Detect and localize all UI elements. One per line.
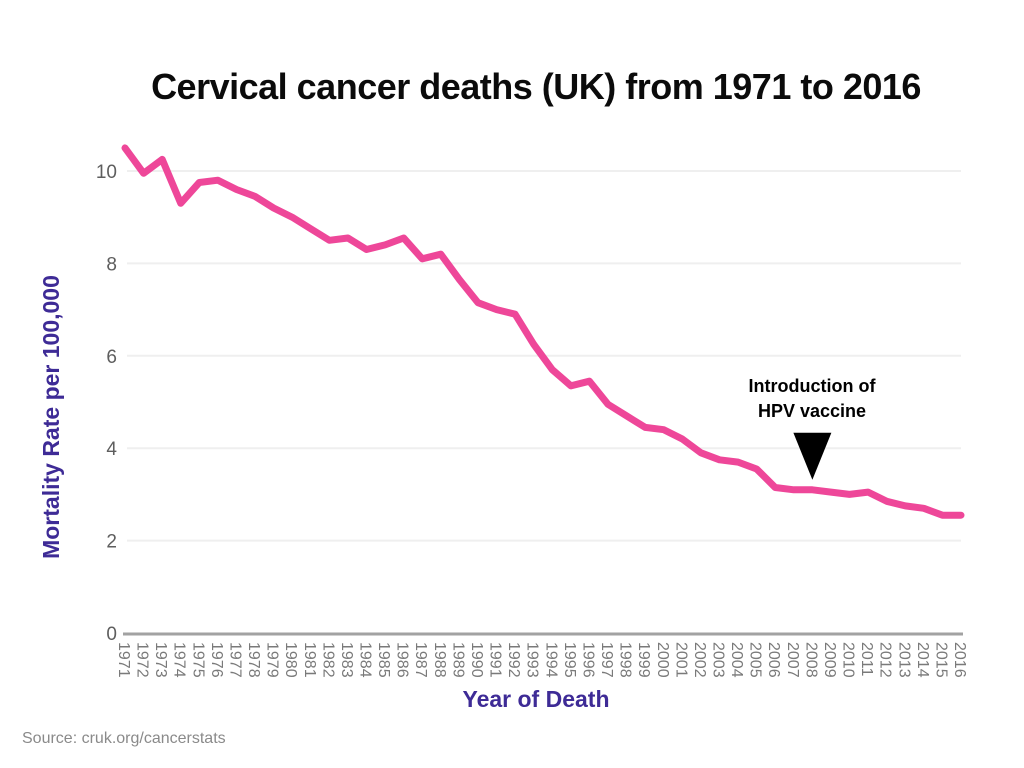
x-tick-label: 2001 [672, 642, 689, 678]
x-tick-label: 1987 [412, 642, 429, 678]
x-tick-label: 1996 [579, 642, 596, 678]
x-tick-label: 1971 [115, 642, 132, 678]
x-tick-label: 1972 [134, 642, 151, 678]
x-tick-label: 2007 [784, 642, 801, 678]
x-tick-label: 1997 [598, 642, 615, 678]
x-tick-label: 1975 [189, 642, 206, 678]
x-tick-label: 1985 [375, 642, 392, 678]
annotation-line2: HPV vaccine [757, 401, 867, 421]
x-tick-label: 1990 [468, 642, 485, 678]
x-tick-label: 1995 [561, 642, 578, 678]
x-tick-label: 2010 [840, 642, 857, 678]
x-tick-label: 1993 [524, 642, 541, 678]
x-tick-label: 1988 [431, 642, 448, 678]
x-tick-label: 1991 [487, 642, 504, 678]
hpv-annotation: Introduction of HPV vaccine [700, 374, 924, 424]
x-tick-label: 1979 [264, 642, 281, 678]
x-tick-label: 2016 [951, 642, 968, 678]
x-tick-label: 1984 [357, 642, 374, 678]
x-tick-label: 1999 [635, 642, 652, 678]
x-tick-label: 2003 [710, 642, 727, 678]
source-credit: Source: cruk.org/cancerstats [22, 730, 226, 747]
x-tick-label: 1981 [301, 642, 318, 678]
x-tick-label: 2000 [654, 642, 671, 678]
x-tick-label: 1994 [542, 642, 559, 678]
x-tick-label: 1980 [282, 642, 299, 678]
y-tick-label: 2 [106, 532, 117, 553]
x-tick-label: 1977 [227, 642, 244, 678]
annotation-arrow-icon [793, 432, 832, 480]
x-tick-label: 2005 [747, 642, 764, 678]
x-tick-label: 1998 [617, 642, 634, 678]
y-tick-label: 10 [96, 162, 117, 183]
x-tick-label: 2011 [858, 642, 875, 677]
x-tick-label: 1989 [449, 642, 466, 678]
x-tick-label: 1982 [319, 642, 336, 678]
x-tick-label: 2009 [821, 642, 838, 678]
x-tick-label: 2002 [691, 642, 708, 678]
x-tick-label: 1978 [245, 642, 262, 678]
annotation-line1: Introduction of [748, 376, 876, 396]
x-tick-label: 1986 [394, 642, 411, 678]
x-tick-label: 2013 [895, 642, 912, 678]
x-tick-label: 2014 [914, 642, 931, 678]
x-tick-label: 2015 [932, 642, 949, 678]
x-tick-label: 1974 [171, 642, 188, 678]
x-tick-label: 2008 [802, 642, 819, 678]
x-tick-label: 1976 [208, 642, 225, 678]
x-tick-label: 1983 [338, 642, 355, 678]
x-tick-label: 1973 [152, 642, 169, 678]
y-tick-label: 6 [106, 347, 117, 368]
x-tick-label: 2006 [765, 642, 782, 678]
y-tick-label: 0 [106, 624, 117, 645]
chart-title: Cervical cancer deaths (UK) from 1971 to… [151, 66, 921, 107]
x-tick-label: 2004 [728, 642, 745, 678]
y-tick-label: 8 [106, 254, 117, 275]
mortality-rate-line [121, 144, 965, 519]
x-tick-label: 2012 [877, 642, 894, 678]
y-tick-label: 4 [106, 439, 117, 460]
x-axis-title: Year of Death [462, 686, 610, 712]
x-tick-label: 1992 [505, 642, 522, 678]
